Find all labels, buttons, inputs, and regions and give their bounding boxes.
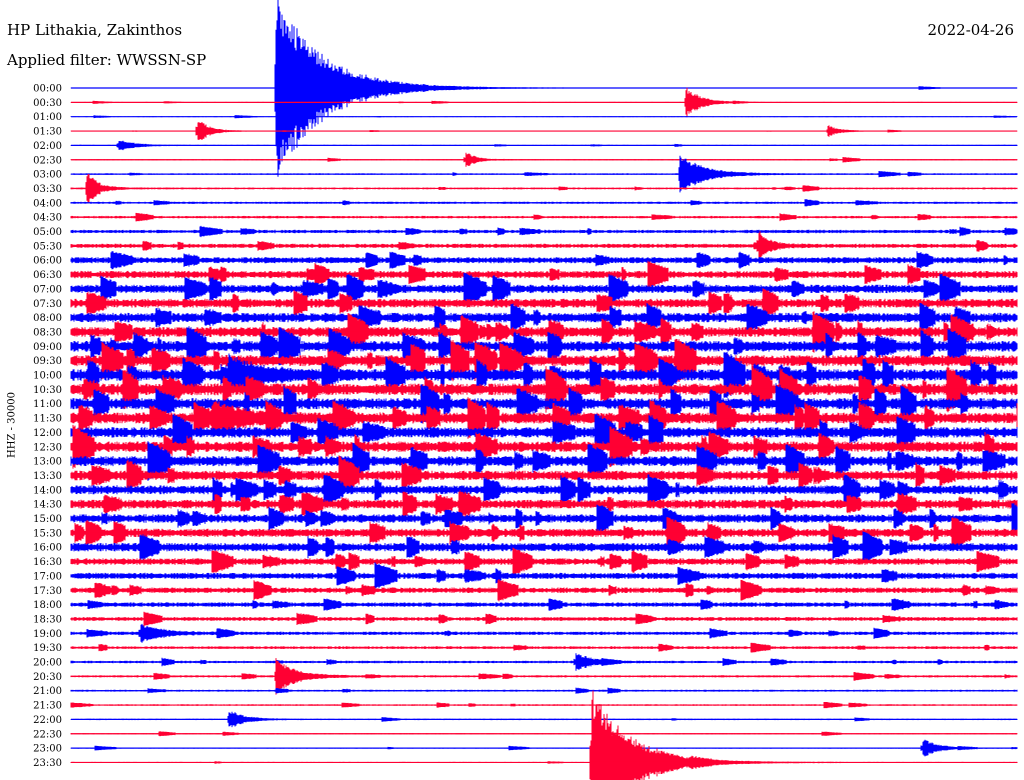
row-tick-label: 07:30 (33, 299, 62, 310)
row-tick-label: 07:00 (33, 284, 62, 295)
row-tick-label: 14:00 (33, 485, 62, 496)
row-tick-label: 05:00 (33, 227, 62, 238)
row-tick-label: 16:00 (33, 543, 62, 554)
row-tick-label: 22:00 (33, 715, 62, 726)
row-tick-label: 19:30 (33, 643, 62, 654)
seismogram-traces (70, 0, 1018, 780)
row-tick-label: 09:00 (33, 342, 62, 353)
row-tick-label: 20:00 (33, 658, 62, 669)
row-tick-label: 00:00 (33, 84, 62, 95)
row-tick-label: 13:00 (33, 457, 62, 468)
row-tick-label: 08:00 (33, 313, 62, 324)
row-tick-label: 03:00 (33, 170, 62, 181)
row-tick-label: 11:00 (33, 399, 62, 410)
row-tick-label: 21:00 (33, 686, 62, 697)
station-title: HP Lithakia, Zakinthos (7, 21, 183, 39)
row-tick-label: 19:00 (33, 629, 62, 640)
row-tick-label: 23:30 (33, 758, 62, 769)
row-tick-label: 04:00 (33, 198, 62, 209)
row-tick-label: 16:30 (33, 557, 62, 568)
row-tick-label: 15:00 (33, 514, 62, 525)
row-tick-label: 18:00 (33, 600, 62, 611)
trace-row-2330 (70, 690, 1018, 780)
row-tick-label: 23:00 (33, 744, 62, 755)
row-tick-label: 02:30 (33, 155, 62, 166)
row-tick-label: 10:00 (33, 371, 62, 382)
row-tick-label: 09:30 (33, 356, 62, 367)
row-tick-label: 08:30 (33, 327, 62, 338)
row-tick-label: 01:00 (33, 112, 62, 123)
row-tick-label: 00:30 (33, 98, 62, 109)
row-tick-label: 02:00 (33, 141, 62, 152)
row-tick-label: 18:30 (33, 614, 62, 625)
row-tick-label: 14:30 (33, 500, 62, 511)
filter-label: Applied filter: WWSSN-SP (7, 51, 207, 69)
row-tick-label: 05:30 (33, 241, 62, 252)
row-tick-label: 10:30 (33, 385, 62, 396)
row-tick-labels: 00:00 00:30 01:00 01:30 02:00 02:30 03:00 03:30… (33, 84, 62, 769)
row-tick-label: 17:00 (33, 571, 62, 582)
date-label: 2022-04-26 (927, 21, 1014, 39)
row-tick-label: 11:30 (33, 414, 62, 425)
row-tick-label: 15:30 (33, 528, 62, 539)
row-tick-label: 06:30 (33, 270, 62, 281)
row-tick-label: 06:00 (33, 256, 62, 267)
row-tick-label: 01:30 (33, 127, 62, 138)
row-tick-label: 17:30 (33, 586, 62, 597)
row-tick-label: 03:30 (33, 184, 62, 195)
row-tick-label: 20:30 (33, 672, 62, 683)
row-tick-label: 04:30 (33, 213, 62, 224)
row-tick-label: 22:30 (33, 729, 62, 740)
row-tick-label: 21:30 (33, 701, 62, 712)
row-tick-label: 13:30 (33, 471, 62, 482)
row-tick-label: 12:30 (33, 442, 62, 453)
row-tick-label: 12:00 (33, 428, 62, 439)
